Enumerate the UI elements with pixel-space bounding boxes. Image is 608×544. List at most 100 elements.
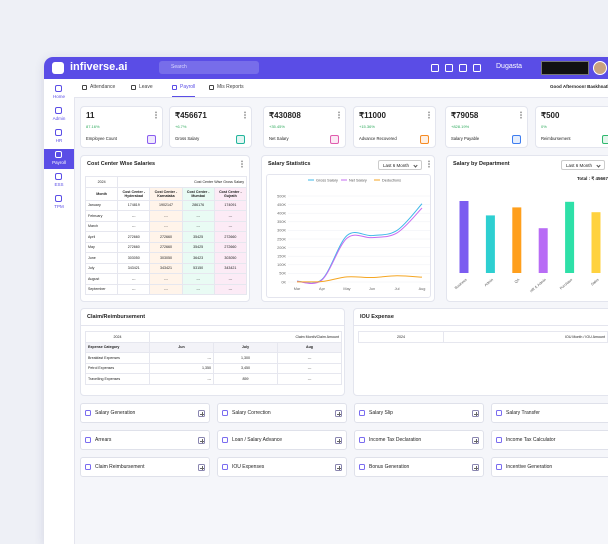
user-name[interactable]: Dugasta [496,63,523,70]
action-button[interactable]: Salary Transfer [491,403,608,423]
menu-dots[interactable] [428,160,430,168]
y-tick-label: 400K [277,212,286,216]
menu-dots[interactable] [428,111,430,119]
kpi-label: Reimbursement [541,136,571,141]
menu-dots[interactable] [520,111,522,119]
dropdown[interactable]: Last 6 Month [378,160,422,170]
sidebar-item[interactable]: Payroll [44,149,74,169]
table-cell: 303050 [149,252,183,264]
action-icon [359,464,365,470]
table-cell: 343421 [149,262,183,274]
tab-icon [131,85,136,90]
table-row: January 174819 1902147 286176 174091 [84,199,248,211]
sidebar-item[interactable]: Home [44,83,74,103]
search-box[interactable]: Search [159,61,259,74]
table-row: August --- --- --- --- [84,273,248,285]
menu-dots[interactable] [338,111,340,119]
action-button[interactable]: IOU Expenses [217,457,347,477]
table-cell: --- [181,273,215,285]
chart-frame [266,174,431,298]
table-cell: 272660 [149,241,183,253]
sidebar-label: Home [52,94,65,99]
action-button[interactable]: Salary Slip [354,403,484,423]
action-button[interactable]: Salary Generation [80,403,210,423]
sidebar-item[interactable]: Admin [44,105,74,125]
action-button[interactable]: Claim Reimbursement [80,457,210,477]
kpi-value: ₹11000 [359,111,386,120]
action-button[interactable]: Incentive Generation [491,457,608,477]
action-label: Loan / Salary Advance [232,437,283,443]
table-cell: 343421 [213,262,248,274]
kpi-value: 11 [86,111,95,120]
x-tick-label: Sales [590,278,600,287]
claim-card: Claim/Reimbursement 2024 Claim Month/Claim… [80,308,345,396]
table-cell: 272660 [149,231,183,243]
legend-label: Gross Salary [316,178,338,182]
menu-dots[interactable] [241,160,243,168]
sidebar-item[interactable]: HR [44,127,74,147]
tab[interactable]: Leave [131,79,153,96]
plus-v [338,466,340,470]
action-button[interactable]: Income Tax Calculator [491,430,608,450]
table-cell: --- [149,220,183,232]
table-cell: 272660 [117,231,151,243]
table-cell: --- [213,283,248,295]
kpi-change: +828.19% [451,124,470,129]
action-button[interactable]: Loan / Salary Advance [217,430,347,450]
sidebar-icon [55,107,62,114]
x-tick-label: Jul [395,287,400,291]
table-cell: Petrol Expenses [85,362,150,374]
table-cell: 1,300 [213,352,278,364]
column-header: Cost Center - Hyderabad [117,186,151,201]
sidebar-item[interactable]: ESS [44,171,74,191]
kpi-value: ₹500 [541,111,560,120]
x-tick-label: Mar [294,287,301,291]
y-tick-label: 500K [277,194,286,198]
header-icon[interactable] [445,64,453,72]
table-cell: --- [117,210,151,222]
action-button[interactable]: Arrears [80,430,210,450]
action-button[interactable]: Salary Correction [217,403,347,423]
header-icon[interactable] [473,64,481,72]
dropdown[interactable]: Last 6 Month [561,160,605,170]
sidebar-icon [55,195,62,202]
table-year: 2024 [85,331,150,343]
tab-icon [82,85,87,90]
table-row: Travelling Expenses --- 859 --- [85,373,342,385]
bar [538,228,548,273]
y-tick-label: 200K [277,246,286,250]
app-window: infiverse.ai Search Dugasta Home Admin HR Payr… [44,57,608,544]
header-icon[interactable] [459,64,467,72]
logo-text: infiverse.ai [70,61,128,73]
kpi-card: ₹430808 +35.45% Net Salary [263,106,346,148]
menu-dots[interactable] [244,111,246,119]
y-tick-label: 50K [279,272,286,276]
table-cell: --- [181,210,215,222]
action-icon [85,464,91,470]
sidebar-label: Admin [52,116,66,121]
y-tick-label: 250K [277,237,286,241]
kpi-icon [330,135,339,144]
table-caption: IOU Month / IOU Amount [443,331,608,343]
menu-dots[interactable] [155,111,157,119]
card-title: Cost Center Wise Salaries [87,161,156,167]
tab[interactable]: Mis Reports [209,79,244,96]
column-header: Jun [149,341,214,353]
line-series [296,207,423,284]
table-cell: September [84,283,119,295]
kpi-value: ₹430808 [269,111,301,120]
table-cell: 174091 [213,199,248,211]
action-label: Claim Reimbursement [95,464,145,470]
header-icon[interactable] [431,64,439,72]
tab[interactable]: Payroll [172,79,196,97]
table-row: February --- --- --- --- [84,210,248,222]
tab[interactable]: Attendance [82,79,115,96]
add-icon [198,410,205,417]
sidebar-item[interactable]: TPM [44,193,74,213]
action-button[interactable]: Income Tax Declaration [354,430,484,450]
card-title: Salary Statistics [268,161,311,167]
table-cell: July [84,262,119,274]
action-button[interactable]: Bonus Generation [354,457,484,477]
column-header: Expense Category [85,341,150,353]
table-row: June 303050 303050 36423 303050 [84,252,248,264]
